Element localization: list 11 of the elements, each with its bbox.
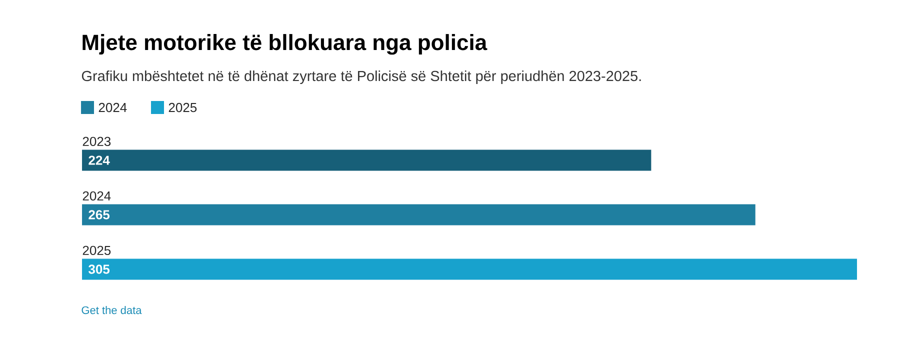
legend-label: 2025	[168, 102, 197, 112]
y-tick-label: 2024	[82, 191, 111, 201]
y-tick-label: 2023	[82, 136, 111, 146]
data-label: 265	[88, 210, 110, 220]
text: Get the data	[82, 306, 142, 314]
chart-subtitle: Grafiku mbështetet në të dhënat zyrtare të Policisë së Shtetit për periudhën 2023-2025.	[82, 70, 641, 84]
legend-label: 2024	[98, 102, 127, 112]
data-label: 224	[88, 156, 110, 165]
data-label: 305	[88, 264, 110, 274]
chart-title: Mjete motorike të bllokuara nga policia	[82, 34, 488, 55]
y-tick-label: 2025	[82, 246, 111, 256]
